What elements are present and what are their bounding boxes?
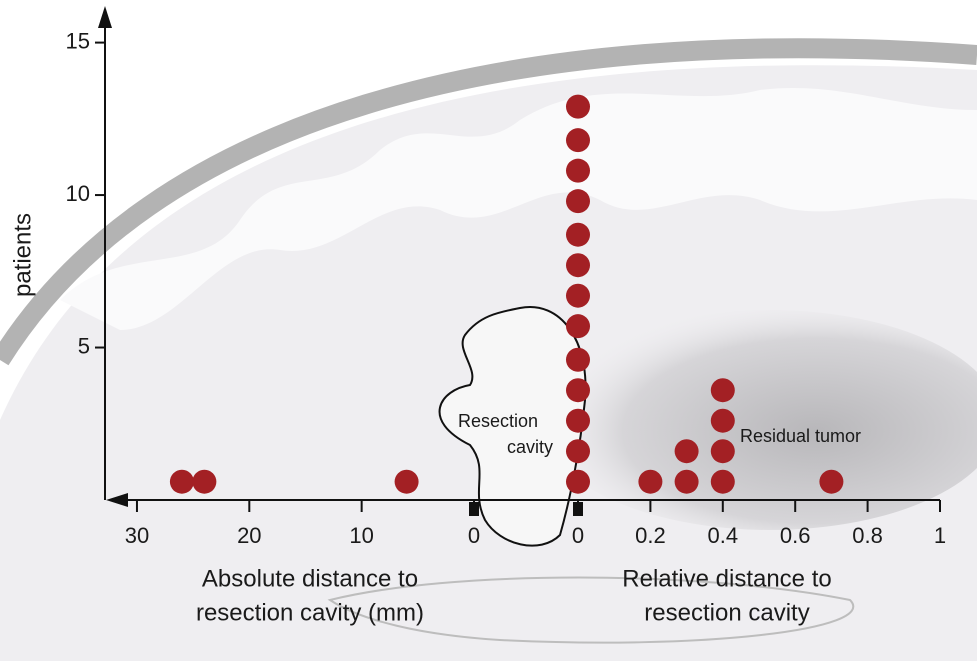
x-axis-label: Relative distance to <box>622 565 831 592</box>
dot <box>710 439 735 464</box>
dot <box>566 222 590 247</box>
dot <box>710 408 735 433</box>
dot <box>566 189 590 214</box>
x-arrow <box>106 493 128 507</box>
annotation: Residual tumor <box>740 426 861 446</box>
dot <box>566 439 590 464</box>
y-tick-label: 5 <box>78 333 90 358</box>
dot <box>566 94 590 119</box>
annotation: Resection <box>458 411 538 431</box>
dot <box>394 469 419 494</box>
dot <box>169 469 194 494</box>
x-tick-label: 30 <box>125 523 149 548</box>
x-tick-label: 0.8 <box>852 523 883 548</box>
x-axis-label: resection cavity (mm) <box>196 599 424 626</box>
x-tick-label: 20 <box>237 523 261 548</box>
dot <box>674 469 699 494</box>
annotation: cavity <box>507 437 553 457</box>
x-tick-label: 0 <box>468 523 480 548</box>
y-arrow <box>98 6 112 28</box>
dot <box>819 469 844 494</box>
x-tick-label: 10 <box>349 523 373 548</box>
x-axis-label: Absolute distance to <box>202 565 418 592</box>
x-tick-label: 0.6 <box>780 523 811 548</box>
dot <box>566 314 590 339</box>
y-tick-label: 15 <box>66 28 90 53</box>
dot <box>566 347 590 372</box>
dot <box>566 283 590 308</box>
dot <box>710 469 735 494</box>
dot <box>710 378 735 403</box>
x-axis-label: resection cavity <box>644 599 809 626</box>
y-tick-label: 10 <box>66 181 90 206</box>
x-tick-label: 0.4 <box>708 523 739 548</box>
x-tick-label: 0 <box>572 523 584 548</box>
dot <box>566 408 590 433</box>
x-tick-label: 0.2 <box>635 523 666 548</box>
dot <box>566 378 590 403</box>
x-tick-label: 1 <box>934 523 946 548</box>
y-axis-label: patients <box>9 213 36 297</box>
dot <box>566 469 590 494</box>
dot <box>566 253 590 278</box>
dot <box>674 439 699 464</box>
dot <box>566 128 590 153</box>
dot <box>192 469 217 494</box>
dot <box>638 469 663 494</box>
dot <box>566 158 590 183</box>
